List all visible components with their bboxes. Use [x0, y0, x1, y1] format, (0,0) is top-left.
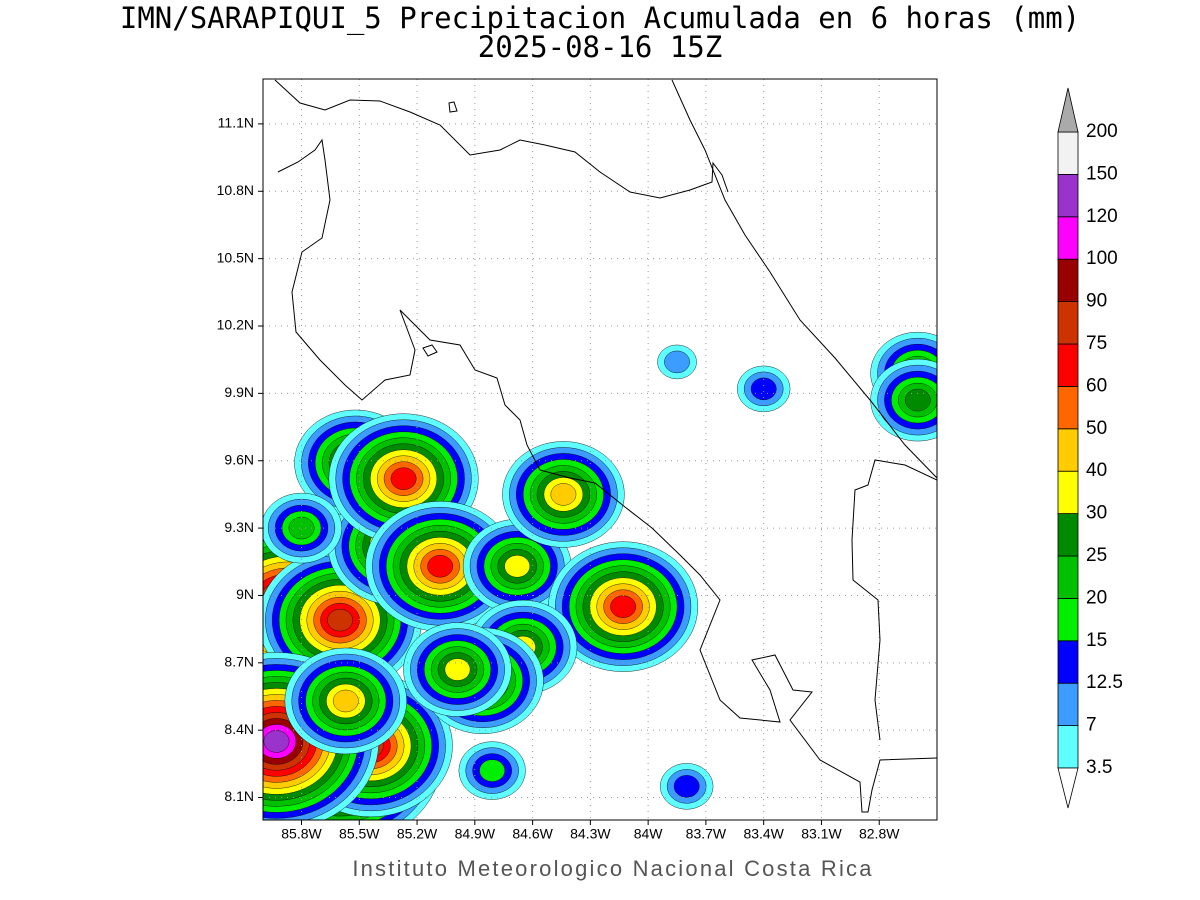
colorbar-bin: [1057, 555, 1079, 599]
coastline: [671, 79, 937, 479]
x-tick-label: 85.5W: [339, 826, 380, 842]
colorbar-bin: [1057, 513, 1079, 557]
colorbar-bin: [1057, 173, 1079, 218]
colorbar-label: 25: [1086, 545, 1107, 566]
y-tick-label: 8.1N: [224, 788, 254, 804]
colorbar-label: 90: [1086, 291, 1107, 312]
colorbar-label: 3.5: [1086, 757, 1112, 778]
x-tick-label: 85.2W: [397, 826, 438, 842]
colorbar-label: 120: [1086, 206, 1118, 227]
y-tick-label: 9.9N: [224, 384, 254, 400]
colorbar-label: 40: [1086, 460, 1107, 481]
colorbar-bin: [1057, 258, 1079, 303]
coastlines: [274, 79, 937, 813]
x-tick-label: 83.7W: [686, 826, 727, 842]
chart-subtitle: 2025-08-16 15Z: [478, 30, 722, 64]
y-tick-label: 8.4N: [224, 721, 254, 737]
colorbar-bin: [1057, 682, 1079, 727]
y-tick-label: 10.2N: [217, 317, 254, 333]
colorbar-label: 12.5: [1086, 672, 1123, 693]
colorbar-label: 50: [1086, 418, 1107, 439]
colorbar-bin: [1057, 428, 1079, 472]
x-tick-label: 84.3W: [570, 826, 611, 842]
colorbar-label: 20: [1086, 587, 1107, 608]
precip-contour: [479, 759, 506, 782]
y-tick-label: 9.3N: [224, 519, 254, 535]
x-tick-label: 83.4W: [743, 826, 784, 842]
colorbar-bin: [1057, 216, 1079, 260]
colorbar-label: 30: [1086, 503, 1107, 524]
precip-contour: [504, 555, 531, 578]
y-tick-label: 11.1N: [218, 115, 254, 131]
colorbar-bin: [1057, 598, 1079, 642]
precip-contour: [327, 608, 353, 632]
island: [422, 344, 438, 357]
coastline: [277, 138, 937, 813]
y-tick-label: 10.8N: [217, 182, 254, 198]
colorbar-bin: [1057, 343, 1079, 387]
colorbar-bin: [1057, 131, 1079, 175]
x-tick-label: 85.8W: [281, 826, 322, 842]
colorbar-bin: [1057, 640, 1079, 684]
colorbar-label: 100: [1086, 248, 1118, 269]
precip-contour: [750, 377, 777, 401]
precip-contour: [427, 555, 454, 578]
y-tick-label: 10.5N: [217, 249, 254, 265]
precip-field: [263, 331, 937, 820]
precip-contour: [263, 730, 290, 753]
colorbar-bin: [1057, 725, 1079, 769]
precip-contour: [444, 658, 471, 681]
x-tick-label: 84.9W: [455, 826, 496, 842]
y-tick-label: 8.7N: [224, 654, 254, 670]
grid: 85.8W 85.5W 85.2W 84.9W 84.6W 84.3W 84W 83.7W 83…: [217, 79, 937, 842]
colorbar-bin: [1057, 385, 1079, 430]
colorbar-label: 15: [1086, 630, 1107, 651]
colorbar-label: 75: [1086, 333, 1107, 354]
precip-contour: [610, 595, 636, 618]
precip-contour: [550, 483, 577, 506]
x-tick-label: 83.1W: [801, 826, 842, 842]
precip-contour: [390, 467, 417, 490]
coastline: [274, 79, 729, 199]
footer: Instituto Meteorologico Nacional Costa R…: [352, 856, 873, 881]
colorbar-label: 60: [1086, 375, 1107, 396]
y-tick-label: 9.6N: [224, 451, 254, 467]
colorbar-bin: [1057, 470, 1079, 515]
colorbar: 3.5 7 12.5 15 20 25 30 40 50 60 75 90 100 120 150 200: [1057, 87, 1123, 809]
island: [448, 101, 458, 113]
plot-frame: [262, 78, 938, 821]
colorbar-label: 7: [1086, 715, 1097, 736]
colorbar-label: 150: [1086, 163, 1118, 184]
precip-contour: [664, 350, 690, 374]
precip-contour: [904, 388, 931, 412]
precip-contour: [673, 775, 700, 798]
colorbar-bin: [1057, 301, 1079, 345]
chart-title: IMN/SARAPIQUI_5 Precipitacion Acumulada …: [120, 1, 1080, 36]
y-tick-label: 9N: [236, 586, 254, 602]
x-tick-label: 82.8W: [859, 826, 900, 842]
colorbar-under: [1057, 767, 1079, 809]
colorbar-label: 200: [1086, 121, 1118, 142]
precip-contour: [332, 689, 359, 713]
x-tick-label: 84.6W: [512, 826, 553, 842]
x-tick-label: 84W: [634, 826, 664, 842]
colorbar-over: [1057, 87, 1079, 133]
coastline: [851, 459, 937, 741]
